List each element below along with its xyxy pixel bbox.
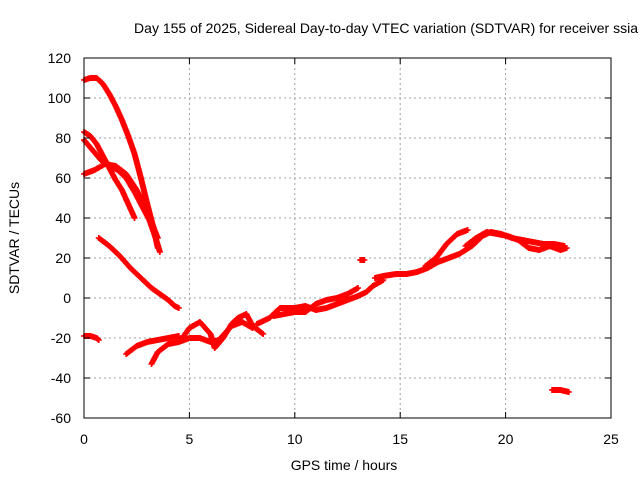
series-arc-4 <box>81 161 161 241</box>
plot-frame <box>83 57 612 419</box>
series-arc-15 <box>357 257 368 263</box>
chart-title: Day 155 of 2025, Sidereal Day-to-day VTE… <box>134 20 638 36</box>
y-tick-label: 120 <box>48 50 72 66</box>
x-tick-label: 0 <box>80 431 88 447</box>
y-tick-labels: -60 -40 -20 0 20 40 60 80 100 120 <box>48 50 72 426</box>
series-arc-9 <box>177 311 267 351</box>
data-point <box>565 389 572 395</box>
y-tick-label: 100 <box>48 90 72 106</box>
data-point <box>260 331 267 337</box>
y-tick-label: 40 <box>55 210 71 226</box>
data-point <box>563 245 570 251</box>
data-point <box>95 337 102 343</box>
y-axis-label: SDTVAR / TECUs <box>6 182 22 294</box>
series-arc-16 <box>548 387 572 395</box>
data-point <box>175 305 182 311</box>
series-arc-5 <box>95 235 182 311</box>
data-point <box>156 249 163 255</box>
data-points <box>81 75 572 395</box>
data-point <box>464 227 471 233</box>
series-arc-13 <box>422 227 471 269</box>
series-arc-11 <box>270 285 362 319</box>
data-point <box>355 285 362 291</box>
y-tick-label: 80 <box>55 130 71 146</box>
x-tick-label: 15 <box>392 431 408 447</box>
y-tick-label: 20 <box>55 250 71 266</box>
x-tick-label: 10 <box>287 431 303 447</box>
axis-ticks <box>83 57 612 419</box>
y-tick-label: -40 <box>51 370 71 386</box>
x-tick-label: 5 <box>186 431 194 447</box>
y-tick-label: -60 <box>51 410 71 426</box>
y-tick-label: 0 <box>63 290 71 306</box>
x-tick-labels: 0 5 10 15 20 25 <box>80 431 619 447</box>
series-arc-7 <box>123 333 182 357</box>
series-arc-14 <box>462 229 570 253</box>
x-axis-label: GPS time / hours <box>291 457 398 473</box>
x-tick-label: 25 <box>603 431 619 447</box>
data-point <box>361 257 368 263</box>
data-point <box>131 215 138 221</box>
y-tick-label: -20 <box>51 330 71 346</box>
data-point <box>154 235 161 241</box>
y-tick-label: 60 <box>55 170 71 186</box>
x-tick-label: 20 <box>498 431 514 447</box>
